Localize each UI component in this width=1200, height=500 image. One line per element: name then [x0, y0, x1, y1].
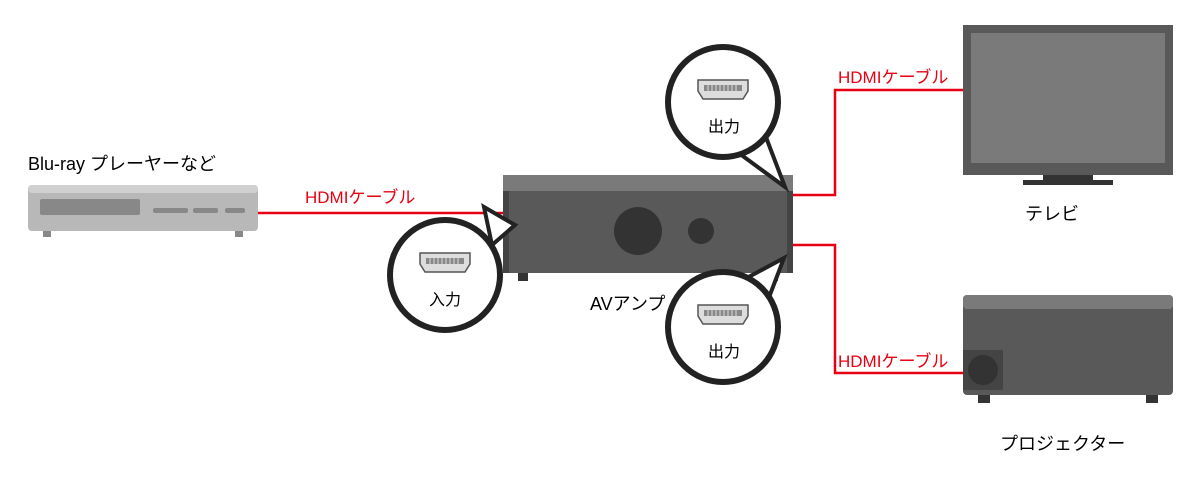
port-callout-output-bottom — [658, 242, 858, 442]
port-callout-output-top — [658, 42, 858, 242]
bluray-device — [28, 185, 258, 240]
tv-label: テレビ — [1025, 200, 1079, 226]
port-callout-input — [380, 200, 580, 400]
projector-device — [963, 295, 1173, 405]
projector-label: プロジェクター — [1000, 430, 1125, 456]
port-input-label: 入力 — [427, 286, 463, 310]
port-output2-label: 出力 — [706, 338, 742, 362]
tv-device — [963, 25, 1173, 185]
bluray-label: Blu-ray プレーヤーなど — [28, 150, 216, 176]
port-output1-label: 出力 — [706, 113, 742, 137]
avamp-label: AVアンプ — [590, 290, 665, 316]
